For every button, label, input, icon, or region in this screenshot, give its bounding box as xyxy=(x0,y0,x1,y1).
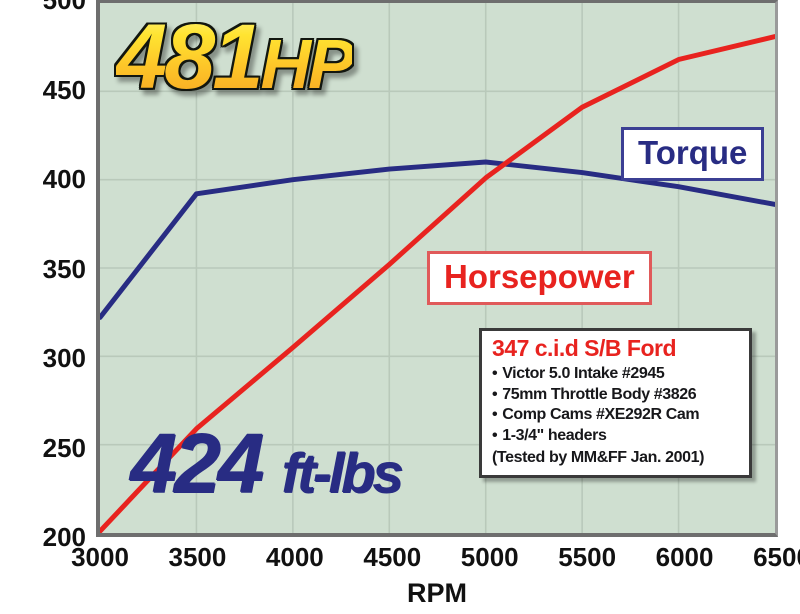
info-box-item: Victor 5.0 Intake #2945 xyxy=(492,364,741,384)
info-box-title: 347 c.i.d S/B Ford xyxy=(492,335,677,361)
peak-torque-number: 424 xyxy=(130,416,264,510)
peak-horsepower-banner: 481HP xyxy=(116,11,352,103)
peak-torque-unit: ft-lbs xyxy=(281,441,404,504)
peak-torque-banner: 424 ft-lbs xyxy=(130,421,404,505)
y-axis-tick: 500 xyxy=(42,0,86,15)
series-label-horsepower: Horsepower xyxy=(427,251,652,305)
y-axis-tick: 300 xyxy=(42,343,86,373)
series-line-horsepower xyxy=(100,34,775,533)
info-box-note: (Tested by MM&FF Jan. 2001) xyxy=(492,449,705,467)
x-axis-tick: 3000 xyxy=(71,542,129,572)
engine-spec-info-box: 347 c.i.d S/B Ford Victor 5.0 Intake #29… xyxy=(479,328,752,478)
series-label-torque: Torque xyxy=(621,127,765,181)
x-axis-tick-labels: 3000 3500 4000 4500 5000 5500 6000 6500 xyxy=(71,542,800,578)
info-box-item-list: Victor 5.0 Intake #294575mm Throttle Bod… xyxy=(492,364,741,446)
x-axis-title: RPM xyxy=(407,578,467,608)
info-box-item: Comp Cams #XE292R Cam xyxy=(492,405,741,425)
info-box-item: 1-3/4" headers xyxy=(492,426,741,446)
y-axis-tick: 250 xyxy=(42,432,86,463)
series-line-torque xyxy=(100,159,775,320)
plot-area: 481HP 424 ft-lbs Torque Horsepower 347 c… xyxy=(96,0,778,537)
x-axis-tick: 5500 xyxy=(558,542,617,572)
y-axis-tick: 200 xyxy=(42,522,86,552)
x-axis-tick: 6000 xyxy=(655,542,714,572)
y-axis-tick-labels: 500 450 400 350 300 250 200 xyxy=(18,0,90,550)
info-box-item: 75mm Throttle Body #3826 xyxy=(492,385,741,405)
y-axis-tick: 350 xyxy=(42,253,86,284)
peak-hp-number: 481 xyxy=(116,6,261,108)
x-axis-tick: 5000 xyxy=(460,542,519,572)
x-axis-tick: 6500 xyxy=(753,542,800,572)
x-axis-tick: 4000 xyxy=(265,542,324,572)
x-axis-tick: 4500 xyxy=(363,542,422,572)
y-axis-tick: 400 xyxy=(42,164,86,194)
peak-hp-unit: HP xyxy=(260,25,352,103)
x-axis-tick: 3500 xyxy=(168,542,227,572)
y-axis-tick: 450 xyxy=(42,74,86,105)
